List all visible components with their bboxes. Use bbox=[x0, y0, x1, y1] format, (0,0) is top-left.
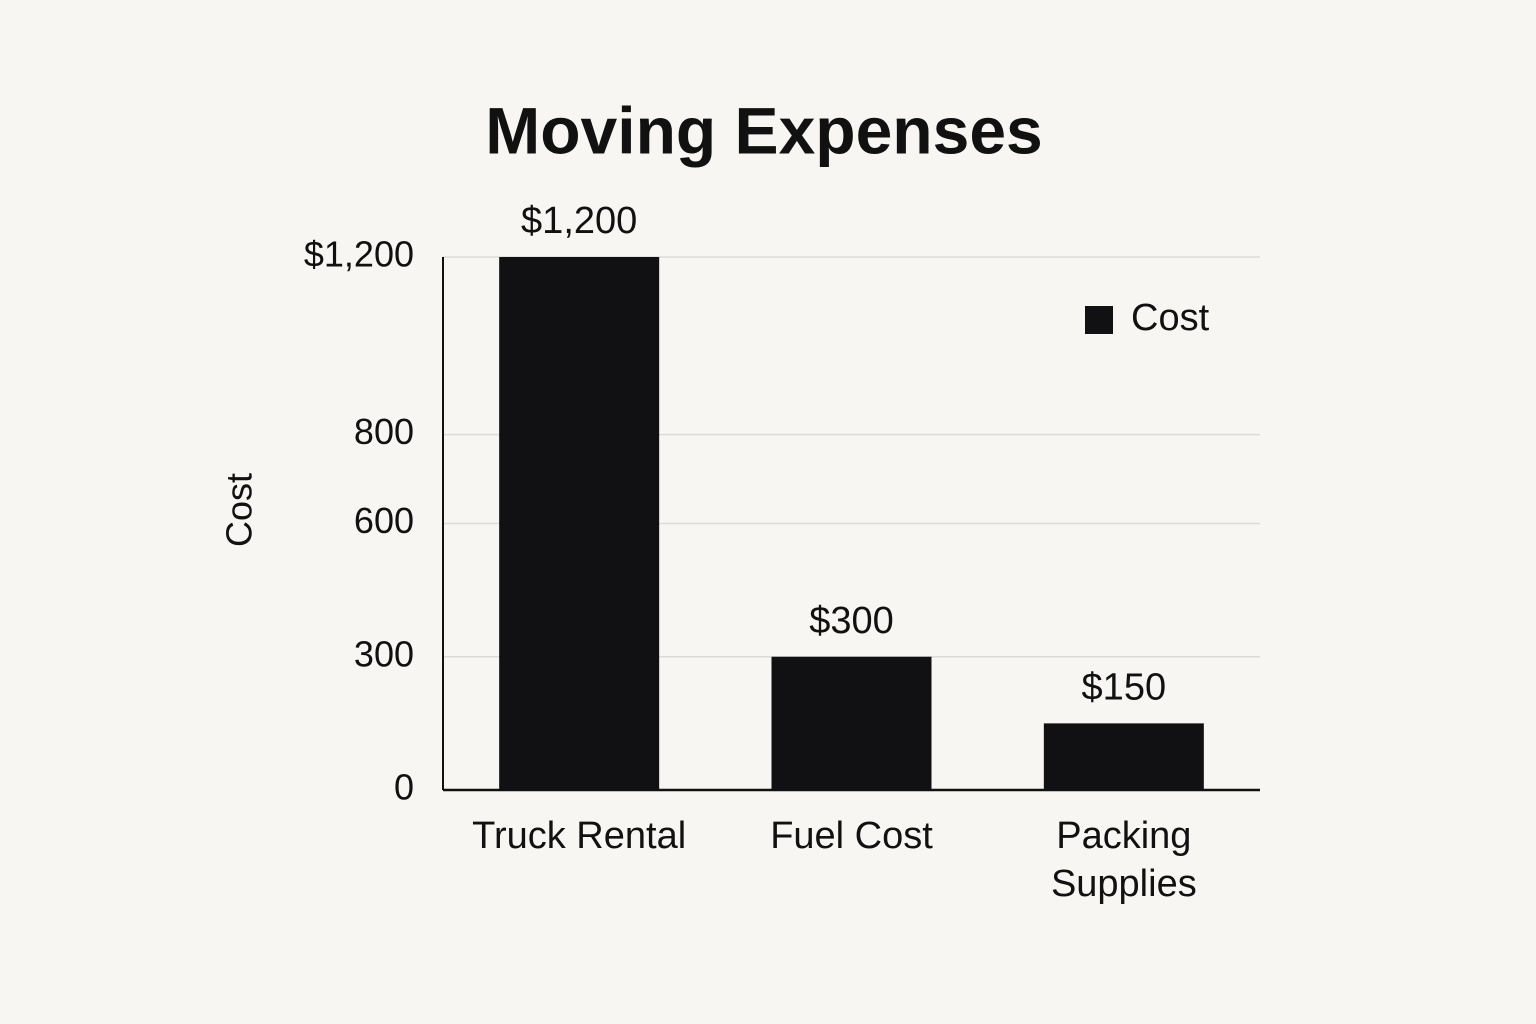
chart-title: Moving Expenses bbox=[485, 93, 1043, 167]
x-tick-label: Fuel Cost bbox=[770, 815, 933, 857]
y-tick-label: 300 bbox=[354, 633, 414, 674]
x-tick-label: Truck Rental bbox=[472, 815, 687, 857]
x-tick-label: Packing Supplies bbox=[1050, 815, 1197, 905]
y-tick-label: $1,200 bbox=[304, 234, 414, 275]
y-axis-label: Cost bbox=[219, 473, 260, 547]
bar bbox=[1043, 723, 1204, 790]
bar bbox=[771, 656, 932, 790]
y-tick-label: 800 bbox=[354, 411, 414, 452]
bar bbox=[499, 257, 660, 790]
value-label: $150 bbox=[1082, 666, 1167, 708]
legend-label: Cost bbox=[1131, 297, 1210, 339]
y-tick-label: 600 bbox=[354, 500, 414, 541]
legend-swatch bbox=[1085, 306, 1113, 334]
y-tick-label: 0 bbox=[394, 767, 414, 808]
value-label: $300 bbox=[809, 600, 894, 642]
value-label: $1,200 bbox=[521, 200, 637, 242]
